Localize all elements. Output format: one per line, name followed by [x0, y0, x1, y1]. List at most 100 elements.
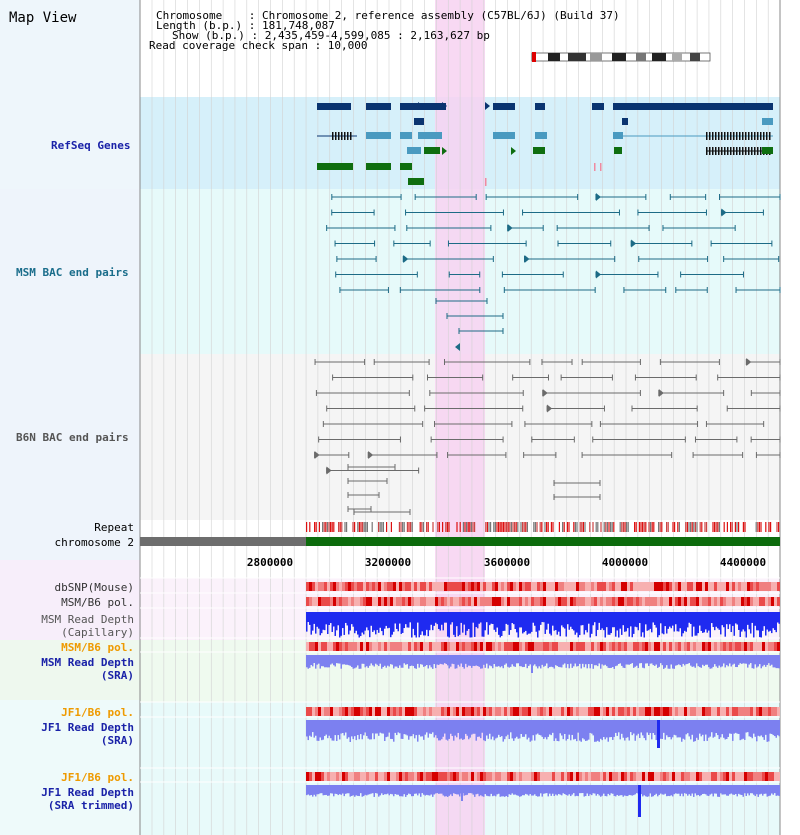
snp-density: [543, 707, 546, 716]
label-jf1-b6-pol-2[interactable]: JF1/B6 pol.: [61, 771, 134, 784]
read-depth-bar: [678, 612, 680, 632]
read-depth-bar: [732, 655, 734, 665]
snp-density: [417, 642, 420, 651]
read-depth-bar: [606, 720, 608, 738]
read-depth-bar: [601, 720, 603, 741]
read-depth-bar: [561, 655, 563, 668]
read-depth-bar: [496, 785, 498, 795]
read-depth-bar: [589, 720, 591, 733]
read-depth-bar: [495, 655, 497, 667]
label-jf1-depth-sra-1[interactable]: JF1 Read Depth: [41, 721, 134, 734]
read-depth-bar: [645, 720, 647, 741]
repeat-mark: [438, 522, 440, 532]
read-depth-bar: [588, 612, 590, 624]
read-depth-bar: [543, 612, 545, 623]
read-depth-bar: [594, 612, 596, 623]
read-depth-bar: [750, 785, 752, 794]
snp-density: [366, 707, 369, 716]
read-depth-bar: [487, 655, 489, 669]
snp-density: [462, 582, 465, 591]
read-depth-bar: [396, 612, 398, 629]
label-msm-b6-pol[interactable]: MSM/B6 pol.: [61, 596, 134, 609]
snp-density: [603, 582, 606, 591]
read-depth-bar: [364, 612, 366, 631]
read-depth-bar: [381, 655, 383, 669]
read-depth-bar: [735, 785, 737, 795]
snp-density: [495, 707, 498, 716]
read-depth-bar: [672, 720, 674, 738]
label-msm-bac[interactable]: MSM BAC end pairs: [16, 266, 129, 279]
read-depth-bar: [388, 720, 390, 733]
snp-density: [678, 642, 681, 651]
label-b6n-bac[interactable]: B6N BAC end pairs: [16, 431, 129, 444]
read-depth-bar: [738, 612, 740, 630]
label-dbsnp[interactable]: dbSNP(Mouse): [54, 581, 134, 594]
label-chromosome[interactable]: chromosome 2: [54, 536, 134, 549]
repeat-mark: [486, 522, 488, 532]
read-depth-bar: [475, 655, 477, 666]
snp-density: [738, 582, 741, 591]
snp-density: [594, 642, 597, 651]
read-depth-bar: [768, 720, 770, 742]
snp-density: [336, 707, 339, 716]
read-depth-bar: [339, 655, 341, 664]
read-depth-bar: [721, 612, 723, 626]
read-depth-bar: [358, 720, 360, 740]
snp-density: [639, 597, 642, 606]
read-depth-bar: [427, 612, 429, 637]
read-depth-bar: [430, 720, 432, 734]
label-repeat[interactable]: Repeat: [94, 521, 134, 534]
snp-density: [744, 642, 747, 651]
snp-density: [507, 597, 510, 606]
snp-density: [609, 707, 612, 716]
bac-arrow: [547, 404, 553, 413]
label-jf1-depth-trim-1[interactable]: JF1 Read Depth: [41, 786, 134, 799]
snp-density: [684, 707, 687, 716]
snp-density: [336, 582, 339, 591]
read-depth-bar: [489, 785, 491, 797]
ideogram-band: [548, 53, 560, 61]
gene-block: [366, 163, 391, 170]
label-msm-depth-sra-1[interactable]: MSM Read Depth: [41, 656, 134, 669]
read-depth-bar: [745, 655, 747, 664]
read-depth-bar: [640, 720, 642, 733]
repeat-mark: [744, 522, 746, 532]
snp-density: [627, 597, 630, 606]
read-depth-bar: [514, 655, 516, 667]
read-depth-bar: [415, 785, 417, 794]
label-msm-depth-cap-1[interactable]: MSM Read Depth: [41, 613, 134, 626]
label-msm-b6-pol-2[interactable]: MSM/B6 pol.: [61, 641, 134, 654]
label-refseq-genes[interactable]: RefSeq Genes: [51, 139, 131, 152]
read-depth-bar: [375, 655, 377, 664]
read-depth-bar: [444, 785, 446, 797]
snp-density: [777, 582, 780, 591]
read-depth-bar: [754, 720, 756, 737]
snp-density: [447, 582, 450, 591]
read-depth-bar: [406, 612, 408, 628]
read-depth-bar: [664, 612, 666, 627]
read-depth-bar: [325, 720, 327, 735]
read-depth-bar: [519, 720, 521, 739]
read-depth-bar: [378, 612, 380, 633]
snp-density: [381, 642, 384, 651]
snp-density: [528, 707, 531, 716]
snp-density: [462, 597, 465, 606]
read-depth-bar: [411, 655, 413, 666]
snp-density: [438, 582, 441, 591]
read-depth-bar: [345, 720, 347, 733]
label-jf1-b6-pol[interactable]: JF1/B6 pol.: [61, 706, 134, 719]
snp-density: [759, 642, 762, 651]
read-depth-bar: [361, 655, 363, 664]
snp-density: [633, 772, 636, 781]
read-depth-bar: [310, 720, 312, 737]
read-depth-bar: [532, 655, 534, 666]
read-depth-bar: [313, 655, 315, 664]
snp-density: [489, 772, 492, 781]
snp-density: [474, 582, 477, 591]
read-depth-bar: [685, 655, 687, 665]
snp-density: [354, 582, 357, 591]
snp-density: [339, 582, 342, 591]
snp-density: [540, 582, 543, 591]
snp-density: [381, 772, 384, 781]
